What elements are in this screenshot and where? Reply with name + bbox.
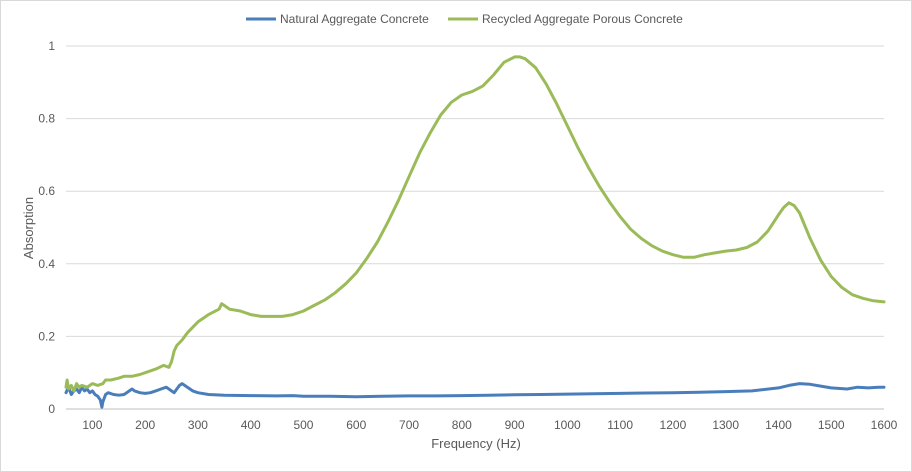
y-tick-label: 1 — [48, 39, 55, 53]
series-line-recycled — [64, 55, 886, 393]
x-tick-label: 300 — [188, 418, 208, 432]
x-tick-label: 600 — [346, 418, 366, 432]
y-tick-label: 0.2 — [38, 329, 55, 343]
y-axis-title: Absorption — [21, 197, 36, 259]
legend: Natural Aggregate Concrete Recycled Aggr… — [246, 12, 683, 26]
x-tick-label: 800 — [452, 418, 472, 432]
x-tick-label: 1300 — [712, 418, 739, 432]
legend-label-recycled: Recycled Aggregate Porous Concrete — [482, 12, 683, 26]
x-tick-label: 100 — [82, 418, 102, 432]
series-line-natural — [64, 382, 886, 409]
x-tick-label: 1000 — [554, 418, 581, 432]
x-tick-label: 700 — [399, 418, 419, 432]
series-lines — [64, 55, 886, 409]
x-tick-label: 400 — [241, 418, 261, 432]
y-tick-label: 0.6 — [38, 184, 55, 198]
x-axis-title: Frequency (Hz) — [431, 436, 521, 451]
x-tick-label: 1400 — [765, 418, 792, 432]
x-tick-label: 900 — [505, 418, 525, 432]
y-tick-labels: 0 0.2 0.4 0.6 0.8 1 — [38, 39, 55, 416]
x-tick-label: 500 — [293, 418, 313, 432]
y-tick-label: 0.8 — [38, 112, 55, 126]
y-tick-label: 0 — [48, 402, 55, 416]
legend-label-natural: Natural Aggregate Concrete — [280, 12, 429, 26]
x-tick-label: 1100 — [607, 418, 633, 432]
x-tick-label: 1200 — [660, 418, 687, 432]
x-tick-labels: 100 200 300 400 500 600 700 800 900 1000 1100 1200 1… — [82, 418, 897, 432]
y-tick-label: 0.4 — [38, 257, 55, 271]
x-tick-label: 1600 — [871, 418, 898, 432]
gridlines — [66, 45, 884, 410]
x-tick-label: 1500 — [818, 418, 845, 432]
x-tick-label: 200 — [135, 418, 155, 432]
